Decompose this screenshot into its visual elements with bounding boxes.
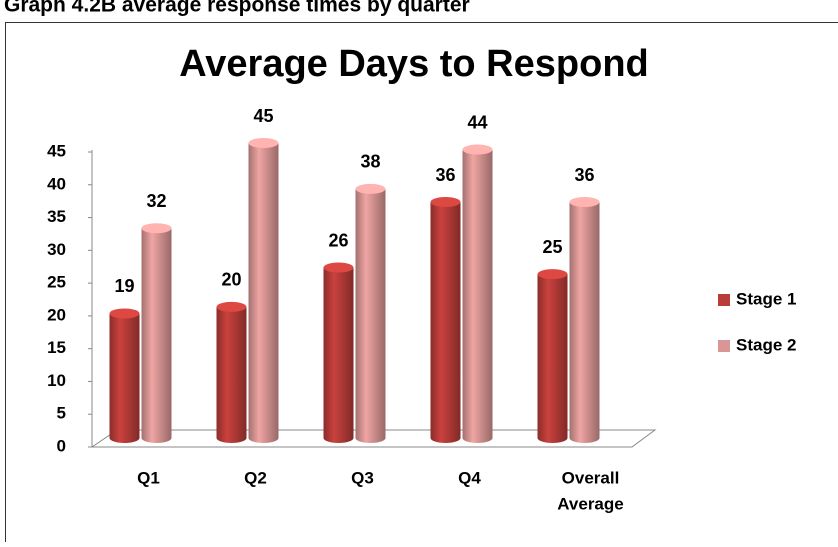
- bar: [217, 307, 247, 443]
- page-header: Graph 4.2B average response times by qua…: [4, 0, 470, 17]
- bar: [570, 202, 600, 443]
- data-label: 38: [360, 152, 380, 172]
- legend-label: Stage 2: [736, 335, 796, 354]
- data-label: 36: [435, 165, 455, 185]
- x-tick-label: Q4: [458, 468, 481, 487]
- y-tick-label: 30: [47, 240, 66, 259]
- data-label: 26: [328, 230, 348, 250]
- x-tick-label: Q1: [137, 468, 160, 487]
- data-label: 32: [146, 191, 166, 211]
- bar-top: [356, 184, 386, 194]
- y-tick-label: 45: [47, 141, 66, 160]
- legend-swatch: [718, 340, 730, 352]
- bar-top: [570, 197, 600, 207]
- bar: [249, 143, 279, 443]
- bar-top: [110, 308, 140, 318]
- y-tick-label: 10: [47, 371, 66, 390]
- y-tick-label: 20: [47, 305, 66, 324]
- x-tick-label: Average: [557, 494, 623, 513]
- bar-top: [217, 302, 247, 312]
- y-tick-label: 35: [47, 207, 66, 226]
- y-tick-label: 40: [47, 174, 66, 193]
- bar-top: [538, 269, 568, 279]
- legend-swatch: [718, 294, 730, 306]
- x-tick-label: Q3: [351, 468, 374, 487]
- bar-top: [463, 145, 493, 155]
- bar: [142, 228, 172, 443]
- data-label: 45: [253, 106, 273, 126]
- data-label: 20: [221, 270, 241, 290]
- bar: [463, 150, 493, 443]
- chart-title: Average Days to Respond: [179, 43, 649, 85]
- y-tick-label: 25: [47, 273, 66, 292]
- data-label: 44: [467, 112, 487, 132]
- data-label: 36: [574, 165, 594, 185]
- x-tick-label: Q2: [244, 468, 267, 487]
- y-tick-label: 5: [57, 404, 66, 423]
- data-label: 19: [114, 276, 134, 296]
- legend-label: Stage 1: [736, 289, 796, 308]
- bar-top: [249, 138, 279, 148]
- bar-top: [431, 197, 461, 207]
- bar-top: [142, 223, 172, 233]
- data-label: 25: [542, 237, 562, 257]
- y-tick-label: 15: [47, 338, 66, 357]
- bar: [110, 313, 140, 443]
- bar: [324, 268, 354, 443]
- x-tick-label: Overall: [562, 468, 620, 487]
- bar: [356, 189, 386, 443]
- bar: [431, 202, 461, 443]
- bar: [538, 274, 568, 443]
- bar-top: [324, 263, 354, 273]
- y-tick-label: 0: [57, 436, 66, 455]
